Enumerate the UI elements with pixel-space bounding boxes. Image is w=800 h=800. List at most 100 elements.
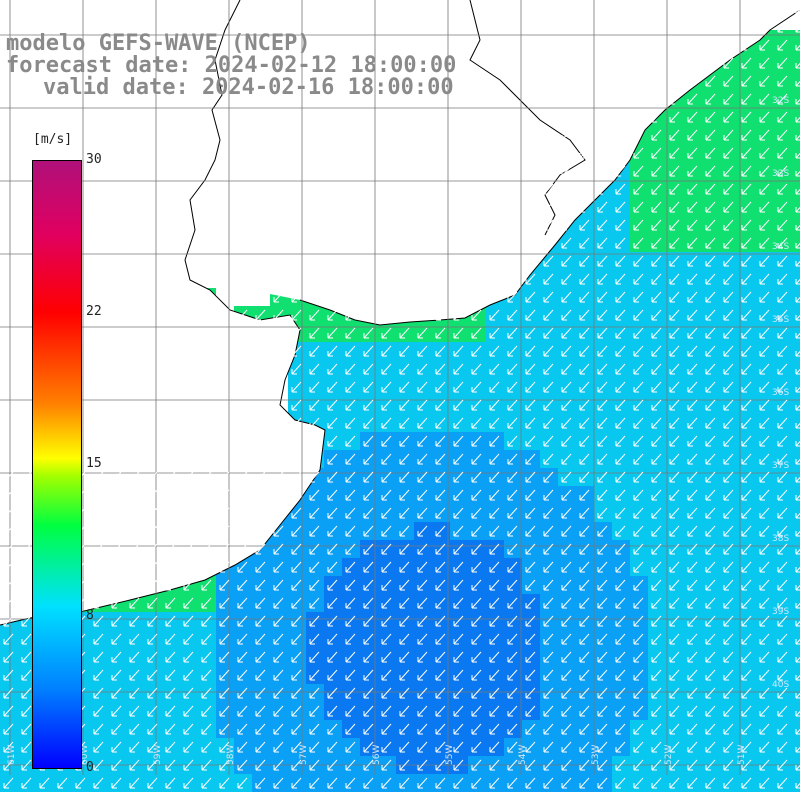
wind-arrow: [597, 345, 608, 357]
wind-arrow: [273, 633, 284, 645]
wind-arrow: [597, 147, 608, 159]
wind-arrow: [561, 327, 572, 339]
wind-arrow: [561, 597, 572, 609]
wind-arrow: [669, 507, 680, 519]
wind-arrow: [579, 237, 590, 249]
wind-arrow: [579, 705, 590, 717]
wind-arrow: [111, 723, 122, 735]
wind-arrow: [345, 615, 356, 627]
wind-arrow: [363, 507, 374, 519]
title-model: modelo GEFS-WAVE (NCEP): [6, 31, 311, 56]
wind-arrow: [453, 453, 464, 465]
wind-arrow: [525, 327, 536, 339]
wind-arrow: [471, 651, 482, 663]
longitude-label: 59W: [153, 745, 163, 765]
wind-arrow: [327, 273, 338, 285]
wind-arrow: [543, 633, 554, 645]
wind-arrow: [3, 759, 14, 771]
wind-arrow: [543, 597, 554, 609]
wind-arrow: [741, 777, 752, 789]
wind-arrow: [525, 309, 536, 321]
wind-arrow: [399, 777, 410, 789]
wind-arrow: [381, 255, 392, 267]
wind-arrow: [291, 471, 302, 483]
wind-arrow: [741, 633, 752, 645]
wind-arrow: [255, 597, 266, 609]
wind-arrow: [723, 273, 734, 285]
wind-arrow: [579, 255, 590, 267]
wind-arrow: [129, 759, 140, 771]
wind-arrow: [525, 165, 536, 177]
wind-arrow: [579, 201, 590, 213]
wind-arrow: [309, 453, 320, 465]
wind-arrow: [759, 597, 770, 609]
wind-arrow: [777, 489, 788, 501]
wind-arrow: [471, 219, 482, 231]
wind-arrow: [453, 489, 464, 501]
wind-arrow: [435, 489, 446, 501]
wind-arrow: [579, 597, 590, 609]
wind-arrow: [507, 273, 518, 285]
wind-arrow: [705, 201, 716, 213]
wind-arrow: [777, 75, 788, 87]
wind-arrow: [363, 561, 374, 573]
wind-arrow: [759, 669, 770, 681]
wind-arrow: [705, 579, 716, 591]
border-line: [469, 0, 586, 236]
wind-arrow: [543, 669, 554, 681]
wind-arrow: [543, 399, 554, 411]
wind-arrow: [543, 327, 554, 339]
wind-arrow: [525, 651, 536, 663]
wind-arrow: [273, 759, 284, 771]
wind-arrow: [759, 165, 770, 177]
wind-arrow: [615, 741, 626, 753]
wind-arrow: [507, 525, 518, 537]
wind-arrow: [291, 381, 302, 393]
wind-arrow: [651, 651, 662, 663]
wind-arrow: [273, 687, 284, 699]
wind-arrow: [93, 723, 104, 735]
wind-arrow: [273, 651, 284, 663]
wind-arrow: [435, 651, 446, 663]
wind-arrow: [741, 129, 752, 141]
wind-arrow: [345, 723, 356, 735]
wind-arrow: [561, 183, 572, 195]
wind-arrow: [489, 363, 500, 375]
wind-arrow: [21, 525, 32, 537]
wind-arrow: [669, 291, 680, 303]
wind-arrow: [795, 548, 800, 555]
wind-arrow: [525, 471, 536, 483]
wind-arrow: [345, 507, 356, 519]
wind-arrow: [561, 273, 572, 285]
wind-arrow: [111, 777, 122, 789]
wind-arrow: [741, 615, 752, 627]
wind-arrow: [273, 471, 284, 483]
wind-arrow: [741, 561, 752, 573]
wind-arrow: [615, 759, 626, 771]
wind-arrow: [363, 327, 374, 339]
wind-arrow: [795, 782, 800, 789]
wind-arrow: [309, 705, 320, 717]
wind-arrow: [561, 219, 572, 231]
wind-arrow: [489, 597, 500, 609]
wind-arrow: [561, 507, 572, 519]
wind-arrow: [111, 651, 122, 663]
wind-arrow: [21, 471, 32, 483]
wind-arrow: [759, 21, 770, 33]
wind-arrow: [165, 741, 176, 753]
wind-arrow: [633, 327, 644, 339]
wind-arrow: [255, 759, 266, 771]
wind-arrow: [687, 669, 698, 681]
wind-arrow: [381, 273, 392, 285]
wind-arrow: [201, 525, 212, 537]
wind-arrow: [309, 543, 320, 555]
wind-arrow: [309, 615, 320, 627]
wind-arrow: [453, 255, 464, 267]
wind-arrow: [777, 471, 788, 483]
wind-arrow: [597, 507, 608, 519]
wind-arrow: [201, 705, 212, 717]
wind-arrow: [363, 345, 374, 357]
wind-arrow: [471, 255, 482, 267]
wind-arrow: [471, 561, 482, 573]
wind-arrow: [435, 741, 446, 753]
